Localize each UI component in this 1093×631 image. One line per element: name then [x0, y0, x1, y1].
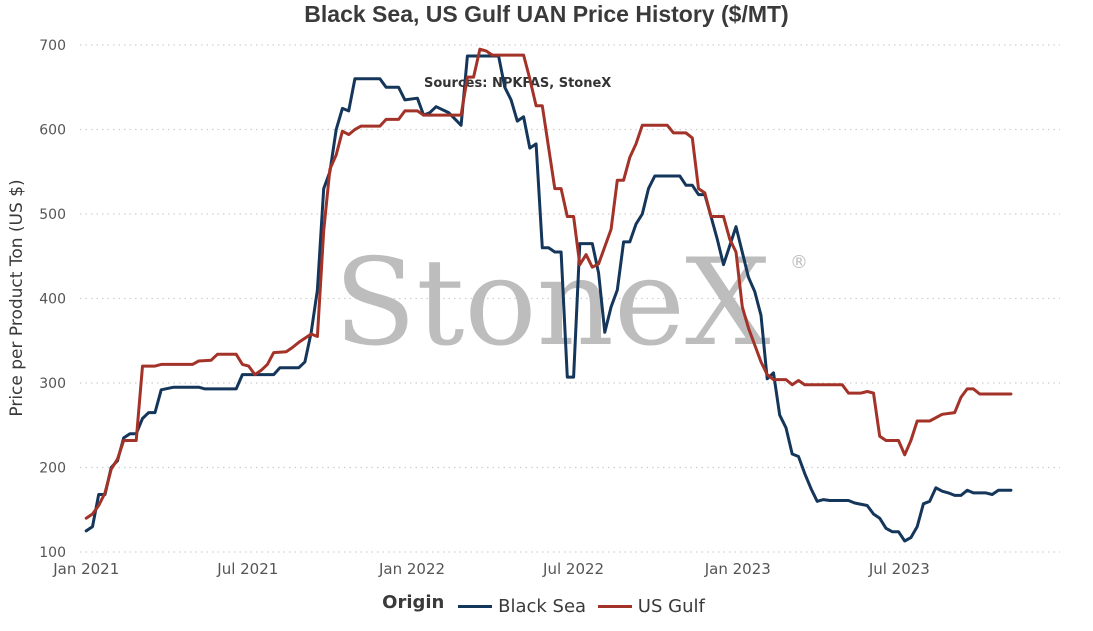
y-axis-label: Price per Product Ton (US $) — [7, 179, 27, 416]
y-tick-label-200: 200 — [39, 461, 66, 477]
chart-title: Black Sea, US Gulf UAN Price History ($/… — [304, 1, 789, 27]
x-tick-label-jul-2022: Jul 2022 — [542, 560, 604, 578]
legend-swatch-us-gulf — [597, 605, 632, 608]
y-tick-label-500: 500 — [39, 207, 66, 223]
legend-label-black-sea: Black Sea — [498, 596, 587, 617]
watermark-registered-mark: ® — [790, 252, 808, 273]
legend-item-black-sea[interactable]: Black Sea — [458, 596, 586, 617]
x-tick-label-jan-2021: Jan 2021 — [52, 560, 119, 578]
legend-label-us-gulf: US Gulf — [637, 596, 705, 617]
series-line-us-gulf — [84, 47, 1013, 520]
x-tick-label-jan-2023: Jan 2023 — [704, 560, 771, 578]
x-tick-label-jul-2021: Jul 2021 — [216, 560, 278, 578]
x-axis-ticks: Jan 2021 Jul 2021 Jan 2022 Jul 2022 Jan 2023… — [52, 560, 930, 578]
legend-title: Origin — [382, 592, 445, 613]
watermark: StoneX — [334, 234, 770, 373]
y-tick-label-100: 100 — [39, 545, 66, 561]
y-axis-ticks: 100 200 300 400 500 600 700 — [39, 38, 66, 561]
x-tick-label-jul-2023: Jul 2023 — [868, 560, 930, 578]
y-tick-label-300: 300 — [39, 376, 66, 392]
legend-item-us-gulf[interactable]: US Gulf — [597, 596, 705, 617]
source-annotation: Sources: NPKFAS, StoneX — [424, 76, 611, 91]
y-tick-label-400: 400 — [39, 292, 66, 308]
x-tick-label-jan-2022: Jan 2022 — [378, 560, 445, 578]
gridlines — [80, 44, 1060, 553]
y-tick-label-600: 600 — [39, 123, 66, 139]
series-lines — [84, 47, 1013, 543]
legend-swatch-black-sea — [458, 605, 493, 608]
series-line-black-sea — [84, 54, 1013, 543]
y-tick-label-700: 700 — [39, 38, 66, 54]
legend: Origin Black Sea US Gulf — [0, 592, 1093, 617]
